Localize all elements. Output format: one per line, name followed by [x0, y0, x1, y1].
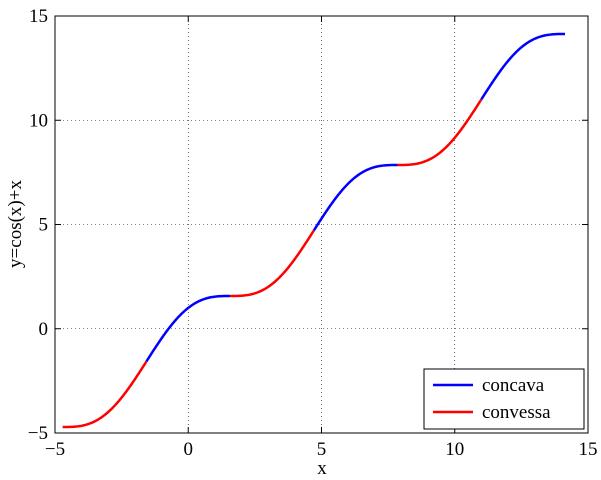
series-concava-segment [312, 163, 398, 232]
x-tick-labels: −5 0 5 10 15 [45, 439, 598, 460]
x-tick-label: 10 [445, 439, 464, 460]
series-concava-segment [145, 294, 231, 363]
legend-label-concava: concava [482, 375, 545, 396]
series-concava-segment [480, 32, 566, 101]
legend-box [423, 368, 585, 430]
x-tick-label: 15 [579, 439, 598, 460]
x-tick-label: 5 [317, 439, 327, 460]
y-tick-labels: −5 0 5 10 15 [28, 6, 48, 444]
legend: concava convessa [423, 368, 585, 430]
x-tick-label: −5 [45, 439, 65, 460]
y-tick-label: −5 [28, 423, 48, 444]
y-axis-label: y=cos(x)+x [5, 180, 26, 268]
series-convessa-segment [397, 98, 483, 167]
y-tick-label: 15 [29, 6, 48, 27]
x-tick-label: 0 [184, 439, 194, 460]
curves [62, 32, 566, 429]
x-axis-label: x [317, 458, 327, 479]
grid [55, 16, 588, 433]
series-convessa-segment [229, 229, 315, 298]
legend-label-convessa: convessa [482, 402, 551, 423]
y-tick-label: 10 [29, 110, 48, 131]
series-convessa-segment [62, 360, 148, 429]
ticks [54, 15, 589, 434]
y-tick-label: 0 [39, 319, 49, 340]
y-tick-label: 5 [39, 215, 49, 236]
